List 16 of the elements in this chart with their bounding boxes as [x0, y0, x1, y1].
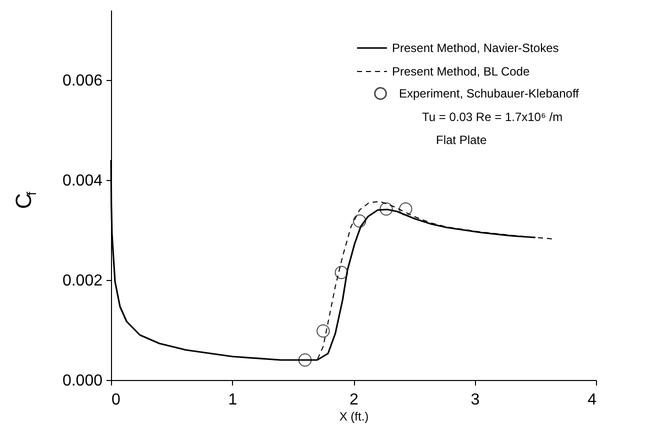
y-tick-label: 0.000	[62, 372, 103, 390]
annotation: Flat Plate	[436, 133, 488, 147]
y-tick-label: 0.002	[62, 272, 103, 290]
y-tick-label: 0.004	[62, 172, 103, 190]
x-tick-label: 2	[350, 392, 359, 408]
x-tick-label: 3	[470, 392, 480, 408]
y-axis-title: Cf	[11, 191, 39, 209]
x-tick-label: 4	[588, 392, 597, 408]
legend-label: Present Method, Navier-Stokes	[392, 41, 559, 55]
annotation: Tu = 0.03 Re = 1.7x10⁶ /m	[422, 110, 563, 124]
x-tick-label: 1	[228, 392, 238, 408]
x-axis-title: X (ft.)	[339, 410, 369, 424]
legend-label: Present Method, BL Code	[392, 64, 530, 78]
x-tick-label: 0	[112, 392, 120, 408]
legend-label: Experiment, Schubauer-Klebanoff	[399, 86, 580, 100]
y-tick-label: 0.006	[62, 72, 103, 90]
